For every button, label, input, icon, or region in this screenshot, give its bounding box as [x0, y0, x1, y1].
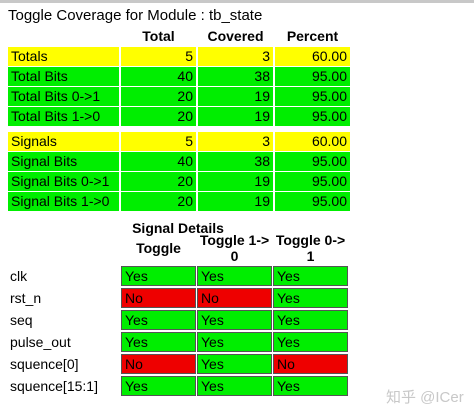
cell-total: 5 — [121, 132, 196, 151]
toggle-cell: Yes — [273, 332, 348, 352]
toggle-cell: Yes — [121, 266, 196, 286]
cell-percent: 95.00 — [275, 172, 350, 191]
cell-percent: 95.00 — [275, 87, 350, 106]
cell-percent: 95.00 — [275, 107, 350, 126]
cell-percent: 60.00 — [275, 132, 350, 151]
details-title: Signal Details — [132, 220, 224, 236]
cell-covered: 38 — [198, 152, 273, 171]
toggle-cell: No — [121, 354, 196, 374]
cell-percent: 95.00 — [275, 152, 350, 171]
cell-total: 40 — [121, 67, 196, 86]
cell-covered: 3 — [198, 47, 273, 66]
details-header: Toggle 1->0 — [199, 232, 270, 264]
cell-total: 20 — [121, 172, 196, 191]
cell-covered: 3 — [198, 132, 273, 151]
column-header: Percent — [286, 28, 339, 44]
signal-name: rst_n — [10, 290, 42, 306]
cell-total: 20 — [121, 107, 196, 126]
toggle-cell: No — [197, 288, 272, 308]
watermark: 知乎 @ICer — [386, 389, 464, 406]
row-label: Total Bits — [8, 67, 119, 86]
cell-total: 20 — [121, 87, 196, 106]
toggle-cell: Yes — [121, 310, 196, 330]
signal-name: squence[0] — [10, 356, 79, 372]
toggle-cell: No — [121, 288, 196, 308]
row-label: Signal Bits 1->0 — [8, 192, 119, 211]
cell-percent: 95.00 — [275, 192, 350, 211]
toggle-cell: Yes — [273, 288, 348, 308]
toggle-cell: Yes — [273, 266, 348, 286]
column-header: Covered — [207, 28, 264, 44]
toggle-cell: Yes — [197, 332, 272, 352]
cell-covered: 19 — [198, 172, 273, 191]
cell-covered: 19 — [198, 192, 273, 211]
signal-name: squence[15:1] — [10, 378, 98, 394]
cell-covered: 19 — [198, 107, 273, 126]
column-header: Total — [142, 28, 175, 44]
signal-name: clk — [10, 268, 28, 284]
cell-covered: 38 — [198, 67, 273, 86]
row-label: Total Bits 1->0 — [8, 107, 119, 126]
row-label: Signals — [8, 132, 119, 151]
toggle-cell: Yes — [273, 376, 348, 396]
cell-total: 20 — [121, 192, 196, 211]
toggle-cell: Yes — [197, 354, 272, 374]
toggle-cell: Yes — [197, 376, 272, 396]
cell-total: 5 — [121, 47, 196, 66]
cell-covered: 19 — [198, 87, 273, 106]
details-header: Toggle 0->1 — [275, 232, 346, 264]
signal-name: pulse_out — [10, 334, 71, 350]
toggle-cell: Yes — [121, 332, 196, 352]
toggle-cell: Yes — [197, 310, 272, 330]
toggle-cell: No — [273, 354, 348, 374]
toggle-cell: Yes — [273, 310, 348, 330]
signal-name: seq — [10, 312, 33, 328]
top-border — [0, 0, 474, 3]
row-label: Signal Bits — [8, 152, 119, 171]
row-label: Signal Bits 0->1 — [8, 172, 119, 191]
cell-percent: 60.00 — [275, 47, 350, 66]
title: Toggle Coverage for Module : tb_state — [8, 7, 263, 24]
cell-percent: 95.00 — [275, 67, 350, 86]
toggle-cell: Yes — [121, 376, 196, 396]
toggle-cell: Yes — [197, 266, 272, 286]
row-label: Total Bits 0->1 — [8, 87, 119, 106]
details-header: Toggle — [136, 240, 181, 256]
row-label: Totals — [8, 47, 119, 66]
cell-total: 40 — [121, 152, 196, 171]
